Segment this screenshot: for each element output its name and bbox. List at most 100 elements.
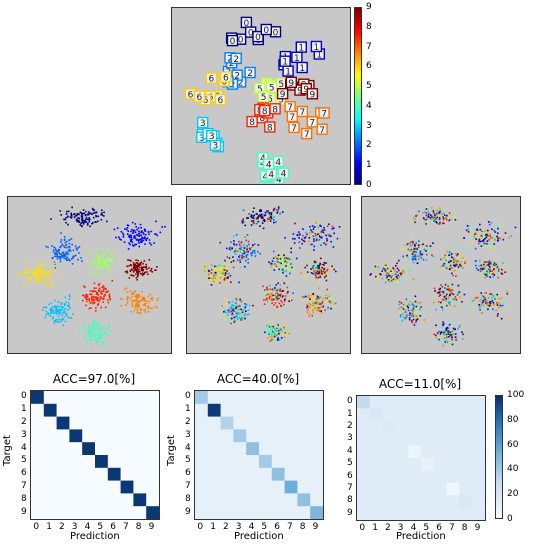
- cm-cell: [56, 493, 70, 507]
- tsne-point: [409, 314, 412, 316]
- tsne-point: [414, 258, 417, 261]
- tsne-point: [462, 257, 464, 259]
- cm-cell: [56, 480, 70, 494]
- tsne-point: [277, 208, 280, 210]
- tsne-point: [479, 296, 482, 298]
- tsne-point: [77, 247, 79, 249]
- digit-thumbnail: [306, 88, 319, 100]
- tsne-point: [243, 221, 245, 223]
- tsne-point: [105, 262, 108, 264]
- tsne-point: [488, 238, 490, 241]
- tsne-point: [95, 258, 97, 260]
- tsne-point: [58, 253, 61, 255]
- tsne-point: [52, 310, 54, 313]
- tsne-point: [151, 307, 153, 310]
- tsne-point: [282, 271, 284, 274]
- tsne-point: [425, 218, 428, 220]
- cm-ytick: 5: [185, 455, 191, 466]
- tsne-point: [72, 257, 74, 259]
- cm-cell: [382, 445, 396, 459]
- tsne-point: [298, 241, 301, 243]
- tsne-point: [154, 305, 156, 308]
- cm-cell: [146, 455, 159, 469]
- tsne-point: [455, 323, 457, 325]
- tsne-point: [79, 223, 82, 226]
- tsne-point: [230, 261, 233, 263]
- tsne-point: [478, 304, 480, 306]
- tsne-point: [406, 305, 409, 307]
- tsne-point: [266, 288, 268, 290]
- tsne-point: [460, 261, 462, 263]
- tsne-point: [97, 297, 99, 299]
- tsne-point: [231, 317, 233, 320]
- tsne-point: [408, 314, 411, 316]
- tsne-point: [139, 272, 142, 275]
- cm-cell: [357, 396, 371, 409]
- tsne-point: [450, 330, 453, 333]
- tsne-point: [219, 270, 222, 272]
- tsne-point: [277, 292, 279, 295]
- tsne-point: [447, 333, 449, 335]
- tsne-point: [441, 306, 443, 309]
- tsne-point: [219, 274, 221, 277]
- tsne-point: [223, 278, 226, 281]
- tsne-point: [442, 343, 445, 346]
- tsne-point: [83, 285, 85, 287]
- tsne-point: [66, 210, 68, 213]
- tsne-point: [485, 232, 487, 234]
- tsne-point: [407, 309, 410, 312]
- cm-ytick: 7: [185, 481, 191, 491]
- cm-cell: [195, 403, 209, 417]
- tsne-point: [46, 286, 48, 289]
- tsne-point: [246, 245, 248, 247]
- tsne-point: [331, 228, 334, 230]
- tsne-point: [109, 251, 111, 253]
- tsne-point: [96, 291, 98, 294]
- tsne-point: [392, 267, 394, 269]
- tsne-point: [438, 214, 441, 216]
- cm-cell: [382, 507, 396, 520]
- tsne-point: [420, 310, 422, 312]
- blues-tick: 60: [507, 439, 519, 450]
- tsne-point: [286, 329, 289, 332]
- tsne-point: [244, 236, 247, 238]
- tsne-point: [436, 209, 438, 211]
- tsne-point: [224, 274, 227, 276]
- tsne-point: [422, 243, 424, 245]
- tsne-point: [94, 263, 97, 266]
- tsne-point: [72, 313, 74, 315]
- digit-thumbnail-label: 7: [289, 113, 295, 123]
- tsne-point: [225, 276, 228, 278]
- tsne-point: [240, 308, 242, 311]
- tsne-point: [296, 234, 299, 237]
- tsne-point: [240, 318, 242, 320]
- tsne-point: [392, 279, 395, 282]
- tsne-point: [138, 235, 141, 237]
- tsne-point: [457, 292, 459, 295]
- tsne-point: [142, 266, 145, 268]
- cm-cell: [271, 416, 285, 430]
- cm-cell: [233, 467, 247, 481]
- tsne-point: [422, 249, 425, 252]
- tsne-point: [108, 293, 111, 296]
- jet-tick: 1: [366, 160, 372, 171]
- tsne-point: [141, 274, 144, 277]
- tsne-point: [67, 250, 70, 252]
- tsne-point: [278, 268, 280, 270]
- tsne-point: [94, 260, 96, 262]
- tsne-point: [222, 270, 224, 273]
- tsne-point: [216, 269, 218, 271]
- tsne-point: [54, 252, 56, 255]
- tsne-point: [142, 299, 144, 301]
- tsne-point: [92, 327, 94, 329]
- tsne-point: [398, 259, 400, 262]
- tsne-point: [506, 290, 508, 293]
- tsne-point: [401, 305, 403, 307]
- tsne-point: [85, 295, 88, 297]
- cluster-4: [257, 316, 291, 342]
- tsne-point: [145, 267, 147, 269]
- tsne-point: [312, 293, 315, 295]
- tsne-point: [478, 306, 480, 308]
- tsne-point: [65, 257, 68, 260]
- tsne-point: [483, 242, 485, 245]
